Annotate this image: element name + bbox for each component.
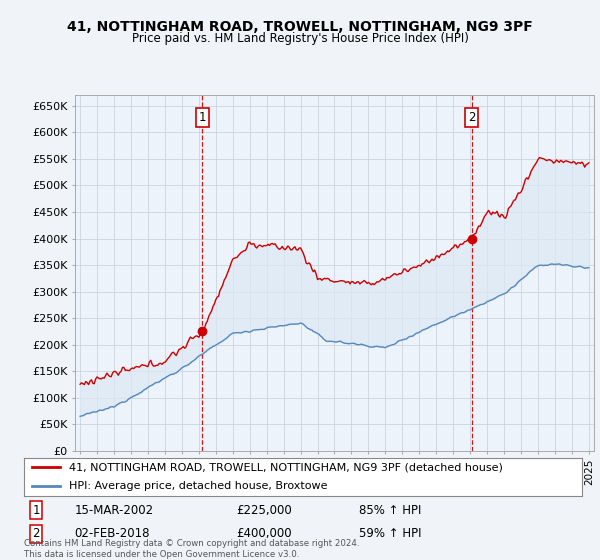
Text: 2: 2: [32, 528, 40, 540]
Text: 41, NOTTINGHAM ROAD, TROWELL, NOTTINGHAM, NG9 3PF: 41, NOTTINGHAM ROAD, TROWELL, NOTTINGHAM…: [67, 20, 533, 34]
Text: 2: 2: [468, 111, 475, 124]
Text: 41, NOTTINGHAM ROAD, TROWELL, NOTTINGHAM, NG9 3PF (detached house): 41, NOTTINGHAM ROAD, TROWELL, NOTTINGHAM…: [68, 463, 503, 473]
Text: Contains HM Land Registry data © Crown copyright and database right 2024.
This d: Contains HM Land Registry data © Crown c…: [24, 539, 359, 559]
Text: 1: 1: [32, 504, 40, 517]
Text: 59% ↑ HPI: 59% ↑ HPI: [359, 528, 421, 540]
Text: 02-FEB-2018: 02-FEB-2018: [74, 528, 150, 540]
Text: £225,000: £225,000: [236, 504, 292, 517]
Text: Price paid vs. HM Land Registry's House Price Index (HPI): Price paid vs. HM Land Registry's House …: [131, 32, 469, 45]
Text: 15-MAR-2002: 15-MAR-2002: [74, 504, 154, 517]
Text: 85% ↑ HPI: 85% ↑ HPI: [359, 504, 421, 517]
Text: £400,000: £400,000: [236, 528, 292, 540]
Text: 1: 1: [199, 111, 206, 124]
Text: HPI: Average price, detached house, Broxtowe: HPI: Average price, detached house, Brox…: [68, 482, 327, 492]
